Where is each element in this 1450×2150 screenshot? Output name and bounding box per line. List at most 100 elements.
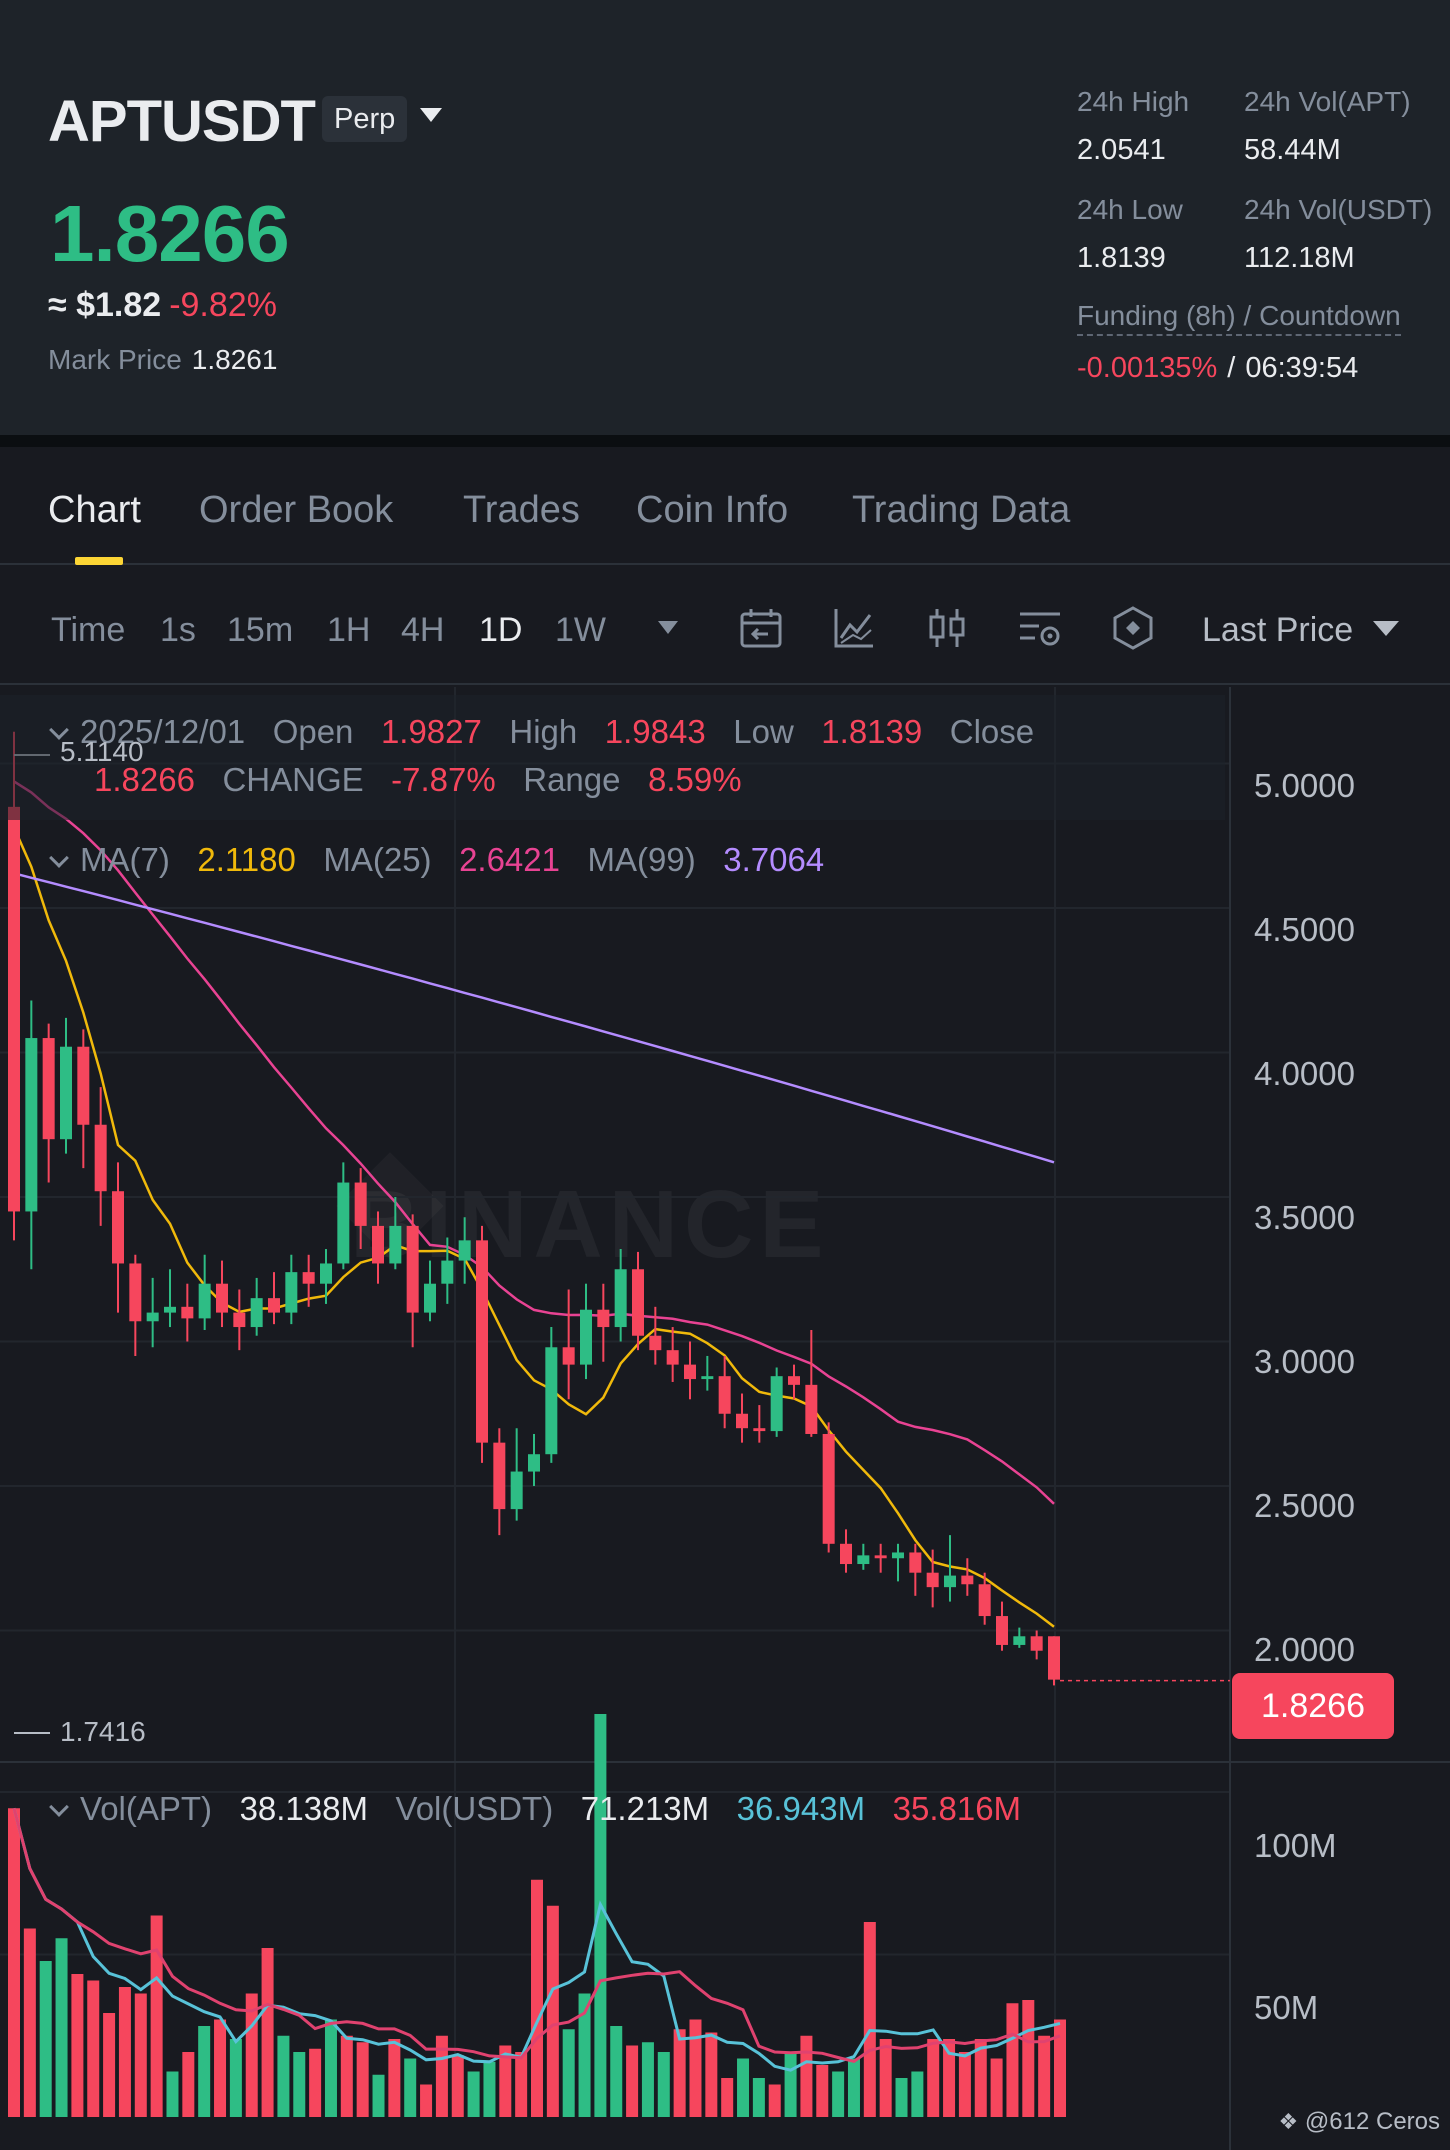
candle-body <box>718 1376 731 1414</box>
candle-body <box>389 1225 402 1264</box>
candle-body <box>822 1433 835 1544</box>
candle-body <box>736 1413 748 1429</box>
candle-body <box>684 1364 696 1380</box>
volume-bar <box>515 2052 528 2117</box>
price-axis-label: 2.5000 <box>1254 1487 1355 1524</box>
volume-bar <box>847 2058 860 2117</box>
funding-label[interactable]: Funding (8h) / Countdown <box>1077 300 1401 336</box>
volume-bar <box>55 1938 68 2117</box>
funding-row: -0.00135% / 06:39:54 <box>1077 352 1358 385</box>
open-label: Open <box>272 713 354 750</box>
symbol-dropdown-icon[interactable] <box>420 108 442 122</box>
range-value: 8.59% <box>648 761 742 798</box>
interval-1s[interactable]: 1s <box>160 611 196 649</box>
vol-label: Vol(APT) <box>80 1790 213 1827</box>
candle-body <box>112 1191 124 1264</box>
low-24h-value: 1.8139 <box>1077 242 1166 274</box>
volume-bar <box>943 2039 956 2117</box>
low-value: 1.8139 <box>821 713 923 750</box>
interval-time[interactable]: Time <box>51 611 126 649</box>
volume-bar <box>182 2052 195 2117</box>
close-label: Close <box>949 713 1035 750</box>
footer-watermark-text: @612 Ceros <box>1304 2108 1440 2135</box>
candlestick-chart[interactable] <box>0 687 1450 2150</box>
volume-bar <box>261 1948 274 2117</box>
price-change-percent: -9.82% <box>169 286 277 324</box>
candle-body <box>42 1038 55 1140</box>
volume-bar <box>531 1879 543 2117</box>
more-intervals-icon[interactable] <box>658 621 678 634</box>
volume-bar <box>467 2071 480 2117</box>
vol-apt-24h-value: 58.44M <box>1244 134 1341 166</box>
candle-body <box>857 1555 870 1565</box>
ma-legend-row: MA(7) 2.1180 MA(25) 2.6421 MA(99) 3.7064 <box>48 841 824 879</box>
interval-1h[interactable]: 1H <box>327 611 371 649</box>
volume-bar <box>1006 2003 1019 2117</box>
candle-body <box>770 1376 783 1432</box>
candle-body <box>337 1182 350 1264</box>
usd-approx-price: ≈ $1.82 <box>48 286 162 324</box>
candle-body <box>788 1376 800 1385</box>
price-type-dropdown-icon[interactable] <box>1373 621 1399 636</box>
indicators-icon[interactable] <box>831 605 877 651</box>
range-label: Range <box>523 761 621 798</box>
candle-body <box>302 1272 315 1284</box>
volume-bar <box>737 2058 750 2117</box>
volume-bar <box>927 2039 940 2117</box>
symbol-title[interactable]: APTUSDT <box>48 89 316 154</box>
vol-ma2-value: 35.816M <box>892 1790 1022 1827</box>
high-24h-label: 24h High <box>1077 86 1190 117</box>
vol-usdt-24h-value: 112.18M <box>1244 242 1355 274</box>
tab-chart[interactable]: Chart <box>48 489 141 531</box>
chart-settings-icon[interactable] <box>1017 605 1063 651</box>
candle-body <box>1030 1636 1043 1651</box>
price-axis-label: 5.0000 <box>1254 767 1355 804</box>
candle-body <box>25 1038 38 1212</box>
volume-bar <box>309 2048 322 2117</box>
candle-body <box>961 1575 974 1585</box>
candle-body <box>649 1335 662 1351</box>
volume-bar <box>277 2035 290 2117</box>
candle-body <box>424 1283 436 1313</box>
vol-value: 38.138M <box>239 1790 368 1827</box>
candle-body <box>441 1260 454 1284</box>
candle-body <box>372 1225 384 1264</box>
volume-bar <box>103 2013 116 2117</box>
collapse-chevron-icon[interactable] <box>49 1797 69 1818</box>
candle-body <box>476 1240 488 1443</box>
price-type-select[interactable]: Last Price <box>1202 611 1354 649</box>
price-axis-label: 2.0000 <box>1254 1631 1355 1668</box>
ma99-label: MA(99) <box>587 841 696 878</box>
volume-bar <box>705 2032 718 2117</box>
volume-bar <box>958 2052 971 2117</box>
ma7-label: MA(7) <box>80 841 170 878</box>
candle-body <box>1013 1636 1026 1645</box>
mark-price-label: Mark Price <box>48 344 182 375</box>
date-range-icon[interactable] <box>738 605 784 651</box>
layout-hexagon-icon[interactable] <box>1110 605 1156 651</box>
candle-body <box>181 1306 194 1319</box>
tab-order-book[interactable]: Order Book <box>199 489 394 531</box>
tab-coin-info[interactable]: Coin Info <box>636 489 789 531</box>
vol-usdt-24h-label: 24h Vol(USDT) <box>1244 194 1433 225</box>
volume-bar <box>562 2029 575 2117</box>
volume-bar <box>1038 2035 1051 2117</box>
candle-body <box>146 1312 159 1322</box>
binance-watermark: BINANCE <box>350 1171 830 1278</box>
candle-body <box>94 1124 107 1192</box>
chart-type-icon[interactable] <box>924 605 970 651</box>
interval-1d[interactable]: 1D <box>479 611 523 649</box>
volume-bar <box>832 2071 845 2117</box>
volume-bar <box>229 2039 242 2117</box>
interval-4h[interactable]: 4H <box>401 611 445 649</box>
interval-1w[interactable]: 1W <box>555 611 606 649</box>
tab-trading-data[interactable]: Trading Data <box>852 489 1071 531</box>
candle-body <box>77 1046 90 1125</box>
interval-15m[interactable]: 15m <box>227 611 294 649</box>
tab-trades[interactable]: Trades <box>463 489 580 531</box>
collapse-chevron-icon[interactable] <box>49 848 69 869</box>
volume-bar <box>87 1980 100 2117</box>
ohlc-legend-row-2: 1.8266 CHANGE -7.87% Range 8.59% <box>94 761 742 799</box>
candle-body <box>406 1225 419 1313</box>
close-value: 1.8266 <box>94 761 195 798</box>
